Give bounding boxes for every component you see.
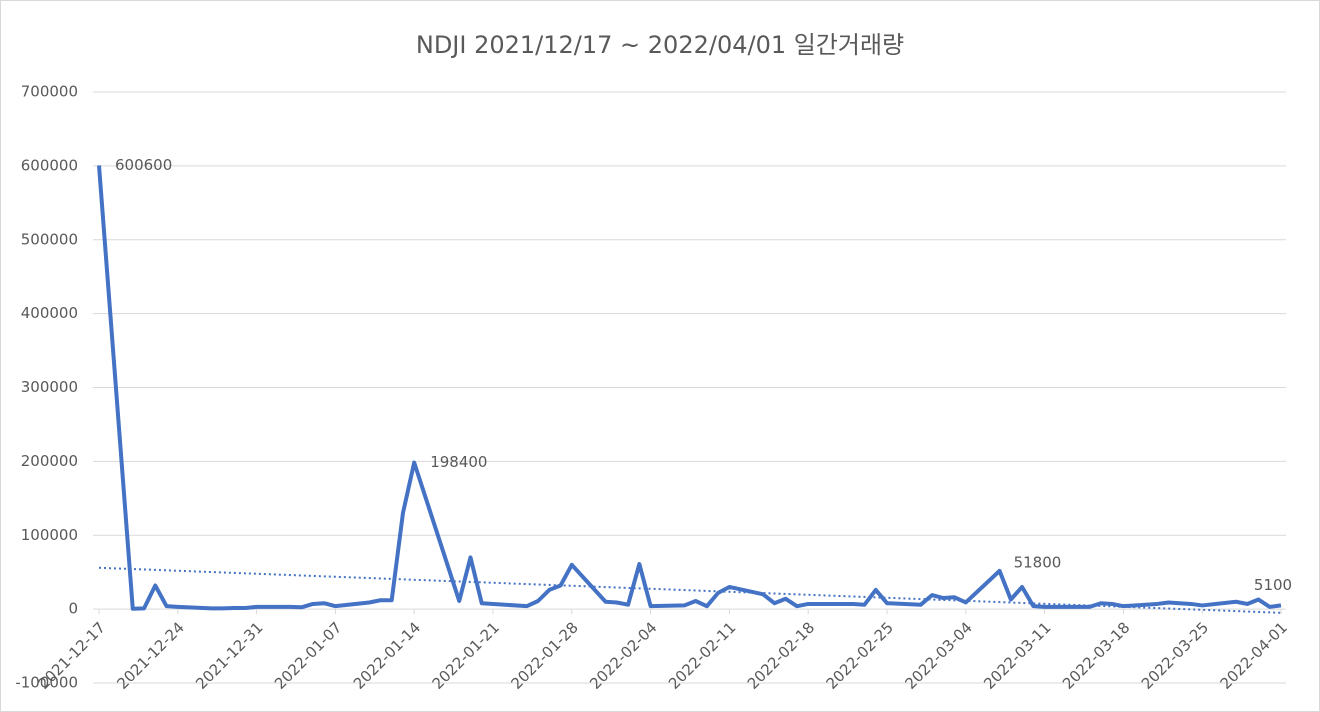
y-tick-label: 700000 xyxy=(21,83,78,101)
y-tick-label: 0 xyxy=(68,600,78,618)
data-label: 5100 xyxy=(1254,576,1292,594)
y-tick-label: 400000 xyxy=(21,304,78,322)
y-tick-label: 600000 xyxy=(21,156,78,174)
line xyxy=(97,165,1282,611)
data-label: 51800 xyxy=(1014,553,1062,571)
y-tick-label: 100000 xyxy=(21,526,78,544)
y-tick-label: -100000 xyxy=(15,674,78,692)
data-label: 600600 xyxy=(115,156,172,174)
y-tick-label: 200000 xyxy=(21,452,78,470)
y-tick-label: 300000 xyxy=(21,378,78,396)
data-label: 198400 xyxy=(430,453,487,471)
chart-title: NDJI 2021/12/17 ~ 2022/04/01 일간거래량 xyxy=(416,31,904,59)
y-tick-label: 500000 xyxy=(21,230,78,248)
